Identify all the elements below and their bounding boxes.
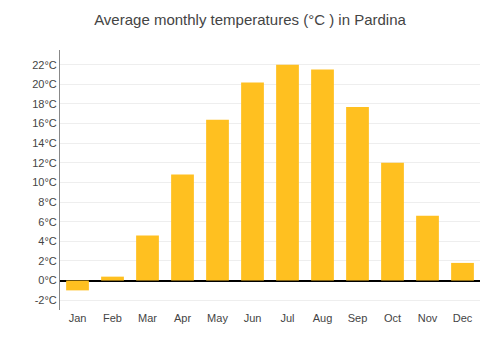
svg-text:Average monthly temperatures (: Average monthly temperatures (°C ) in Pa… — [94, 11, 406, 28]
svg-text:18°C: 18°C — [32, 98, 57, 110]
svg-text:8°C: 8°C — [38, 196, 57, 208]
svg-text:Mar: Mar — [138, 312, 157, 324]
svg-text:22°C: 22°C — [32, 59, 57, 71]
svg-text:6°C: 6°C — [38, 216, 57, 228]
svg-text:20°C: 20°C — [32, 78, 57, 90]
svg-text:Dec: Dec — [453, 312, 473, 324]
svg-text:-2°C: -2°C — [35, 294, 57, 306]
svg-text:Jun: Jun — [244, 312, 262, 324]
svg-text:2°C: 2°C — [38, 255, 57, 267]
svg-text:Jan: Jan — [69, 312, 87, 324]
svg-text:Aug: Aug — [313, 312, 333, 324]
svg-text:May: May — [207, 312, 228, 324]
svg-text:12°C: 12°C — [32, 157, 57, 169]
svg-text:Feb: Feb — [103, 312, 122, 324]
svg-text:Jul: Jul — [280, 312, 294, 324]
svg-text:Apr: Apr — [174, 312, 191, 324]
svg-text:16°C: 16°C — [32, 117, 57, 129]
svg-text:0°C: 0°C — [38, 274, 57, 286]
svg-text:14°C: 14°C — [32, 137, 57, 149]
svg-text:4°C: 4°C — [38, 235, 57, 247]
svg-text:10°C: 10°C — [32, 176, 57, 188]
svg-text:Nov: Nov — [418, 312, 438, 324]
svg-text:Oct: Oct — [384, 312, 401, 324]
svg-text:Sep: Sep — [348, 312, 368, 324]
